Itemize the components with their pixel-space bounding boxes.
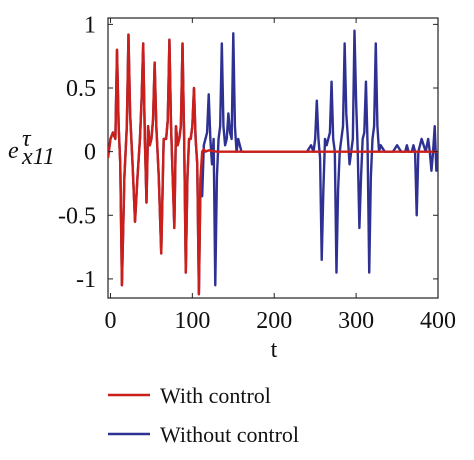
y-tick-label: -1: [76, 267, 96, 293]
y-axis-label-base: e: [8, 138, 19, 164]
y-tick-label: 1: [84, 12, 96, 38]
x-tick-label: 100: [174, 308, 210, 334]
x-tick-label: 0: [104, 308, 116, 334]
y-tick-label: 0.5: [66, 76, 96, 102]
y-tick-label: 0: [84, 140, 96, 166]
legend-label: Without control: [160, 422, 299, 447]
y-axis-label-subscript: x11: [21, 144, 55, 170]
x-axis-ticks: 0 100 200 300 400: [104, 18, 456, 334]
y-axis-label: e τ x11: [8, 126, 55, 170]
plot-area: [107, 17, 439, 299]
x-tick-label: 400: [420, 308, 456, 334]
series-line-with-control: [108, 33, 438, 296]
x-axis-label: t: [271, 337, 278, 363]
y-axis-label-superscript: τ: [22, 126, 32, 152]
legend-label: With control: [160, 383, 271, 408]
legend: With control Without control: [108, 383, 299, 447]
x-tick-label: 300: [338, 308, 374, 334]
y-tick-label: -0.5: [58, 203, 96, 229]
y-axis-ticks: 1 0.5 0 -0.5 -1: [58, 12, 438, 293]
x-tick-label: 200: [256, 308, 292, 334]
